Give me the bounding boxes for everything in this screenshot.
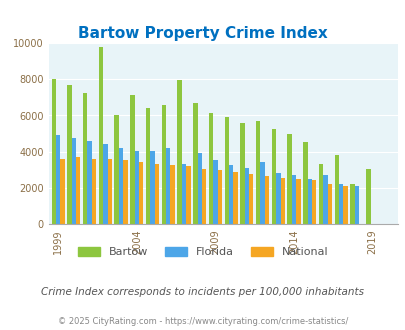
- Bar: [208, 113, 213, 224]
- Bar: [318, 164, 322, 224]
- Bar: [170, 165, 175, 224]
- Bar: [67, 84, 72, 224]
- Bar: [260, 162, 264, 224]
- Bar: [107, 159, 112, 224]
- Bar: [350, 183, 354, 224]
- Bar: [213, 160, 217, 224]
- Bar: [280, 178, 284, 224]
- Bar: [338, 184, 343, 224]
- Bar: [327, 184, 331, 224]
- Bar: [240, 123, 244, 224]
- Bar: [177, 80, 181, 224]
- Bar: [228, 164, 233, 224]
- Bar: [343, 186, 347, 224]
- Bar: [271, 129, 275, 224]
- Bar: [287, 134, 291, 224]
- Legend: Bartow, Florida, National: Bartow, Florida, National: [73, 242, 332, 262]
- Bar: [145, 108, 150, 224]
- Bar: [134, 151, 139, 224]
- Bar: [201, 169, 206, 224]
- Bar: [217, 170, 222, 224]
- Bar: [275, 173, 280, 224]
- Bar: [60, 159, 65, 224]
- Bar: [303, 142, 307, 224]
- Bar: [233, 172, 237, 224]
- Bar: [139, 162, 143, 224]
- Bar: [166, 148, 170, 224]
- Bar: [296, 179, 300, 224]
- Bar: [76, 157, 80, 224]
- Bar: [98, 47, 103, 224]
- Bar: [249, 174, 253, 224]
- Bar: [186, 166, 190, 224]
- Text: Bartow Property Crime Index: Bartow Property Crime Index: [78, 26, 327, 41]
- Text: © 2025 CityRating.com - https://www.cityrating.com/crime-statistics/: © 2025 CityRating.com - https://www.city…: [58, 317, 347, 326]
- Bar: [92, 159, 96, 224]
- Bar: [224, 117, 228, 224]
- Bar: [197, 153, 201, 224]
- Bar: [264, 176, 269, 224]
- Bar: [51, 79, 56, 224]
- Bar: [334, 154, 338, 224]
- Bar: [114, 115, 119, 224]
- Bar: [123, 160, 127, 224]
- Bar: [72, 138, 76, 224]
- Bar: [161, 105, 166, 224]
- Bar: [354, 186, 358, 224]
- Bar: [119, 148, 123, 224]
- Bar: [256, 121, 260, 224]
- Bar: [307, 179, 311, 224]
- Bar: [322, 176, 327, 224]
- Bar: [311, 180, 315, 224]
- Bar: [291, 176, 296, 224]
- Bar: [103, 144, 107, 224]
- Bar: [83, 93, 87, 224]
- Bar: [365, 169, 370, 224]
- Bar: [87, 141, 92, 224]
- Bar: [150, 151, 154, 224]
- Bar: [181, 164, 186, 224]
- Text: Crime Index corresponds to incidents per 100,000 inhabitants: Crime Index corresponds to incidents per…: [41, 287, 364, 297]
- Bar: [154, 164, 159, 224]
- Bar: [193, 103, 197, 224]
- Bar: [130, 95, 134, 224]
- Bar: [56, 135, 60, 224]
- Bar: [244, 168, 249, 224]
